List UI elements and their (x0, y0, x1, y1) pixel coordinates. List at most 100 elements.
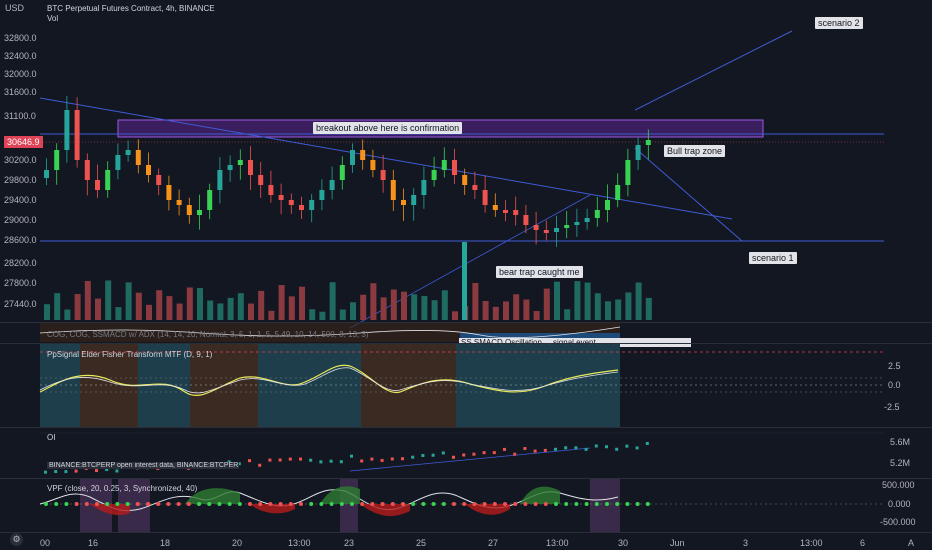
candle-body (554, 228, 559, 232)
oi-title[interactable]: OI (47, 433, 56, 442)
breakout-note[interactable]: breakout above here is confirmation (313, 122, 463, 134)
vpf-dot (186, 502, 191, 506)
fisher-pane (39, 344, 884, 427)
price-axis-label: 27800.0 (4, 278, 37, 288)
candle-body (288, 200, 294, 205)
oi-bar (319, 460, 323, 464)
chart-title[interactable]: BTC Perpetual Futures Contract, 4h, BINA… (47, 4, 215, 13)
volume-bar (350, 302, 356, 320)
volume-label[interactable]: Vol (47, 14, 59, 23)
oi-bar (523, 447, 527, 451)
candle-body (146, 165, 151, 175)
volume-bar (401, 291, 407, 320)
vpf-dot (401, 502, 405, 506)
price-axis-label: 31600.0 (4, 87, 37, 97)
candle-body (360, 150, 366, 160)
vpf-dot (584, 502, 589, 506)
candle-body (248, 160, 253, 175)
volume-bar (44, 304, 50, 320)
candle-body (350, 150, 355, 165)
candle-body (156, 175, 162, 185)
volume-bar (227, 297, 234, 320)
price-axis-label: 32000.0 (4, 69, 37, 79)
pane-separator[interactable] (0, 322, 932, 323)
vpf-axis-low: -500.000 (880, 517, 916, 527)
vpf-dot (329, 502, 334, 506)
candle-body (268, 185, 274, 195)
candle-body (513, 210, 519, 215)
fisher-title[interactable]: PpSignal Elder Fisher Transform MTF (D, … (47, 350, 213, 359)
volume-bar (615, 299, 622, 320)
pane-separator[interactable] (0, 478, 932, 479)
volume-bar (370, 283, 377, 320)
vpf-dot (288, 502, 293, 506)
oi-bar (299, 457, 302, 461)
volume-bar (156, 290, 163, 320)
oi-bar (543, 448, 547, 452)
oi-bar (472, 452, 476, 456)
vpf-title[interactable]: VPF (close, 20, 0.25, 3, Synchronized, 4… (47, 484, 198, 493)
vpf-dot (594, 502, 599, 506)
pane-separator[interactable] (0, 427, 932, 428)
settings-gear-icon[interactable]: ⚙ (10, 533, 23, 546)
volume-bar (176, 303, 183, 320)
candle-body (207, 190, 213, 210)
price-axis-label: 30200.0 (4, 155, 37, 165)
time-axis-label: 16 (88, 538, 99, 548)
oi-bar (411, 455, 415, 459)
candlesticks (44, 96, 651, 247)
candle-body (370, 160, 376, 170)
volume-bar (625, 292, 632, 320)
candle-body (452, 160, 457, 175)
bear-trap-note[interactable]: bear trap caught me (496, 266, 583, 278)
oi-bar (615, 447, 619, 451)
oi-bar (605, 445, 608, 449)
oi-bar (237, 462, 241, 466)
vpf-dot (258, 502, 263, 506)
candle-body (564, 225, 570, 228)
vpf-dot (554, 502, 558, 506)
candle-body (625, 160, 631, 185)
volume-bar (84, 280, 91, 320)
scenario2-note[interactable]: scenario 2 (815, 17, 863, 29)
bull-trap-note[interactable]: Bull trap zone (664, 145, 726, 157)
cog-title[interactable]: COG, COG, SSMACD w/ ADX (14, 14, 20, Nor… (47, 330, 369, 339)
volume-bar (339, 309, 346, 320)
candle-body (390, 180, 396, 200)
vpf-dot (360, 502, 365, 506)
cog-overlay-label: SS SMACD Oscillation ... signal event (459, 338, 691, 347)
volume-bar (74, 294, 81, 320)
price-axis-label: 32400.0 (4, 51, 37, 61)
candle-body (227, 165, 233, 170)
volume-bar (482, 300, 489, 320)
oi-bar (309, 458, 313, 462)
candle-body (503, 210, 508, 213)
candle-body (125, 150, 131, 155)
oi-bar (513, 452, 517, 456)
vpf-dot (615, 502, 620, 506)
candle-body (523, 215, 529, 225)
vpf-dot (156, 502, 161, 506)
candle-body (64, 110, 70, 150)
oi-bar (360, 459, 364, 463)
oi-bar (390, 457, 394, 461)
volume-bar (533, 311, 540, 320)
oi-bar (278, 458, 282, 462)
volume-bar (605, 301, 611, 320)
vpf-dot (268, 502, 273, 506)
time-axis-label: 18 (160, 538, 171, 548)
candle-body (135, 150, 141, 165)
price-axis-label: 28200.0 (4, 258, 37, 268)
vpf-dot (441, 502, 446, 506)
candle-body (605, 200, 610, 210)
candle-body (319, 190, 325, 200)
scenario1-line (634, 147, 743, 242)
volume-bar (166, 296, 173, 320)
scenario1-note[interactable]: scenario 1 (749, 252, 797, 264)
pane-separator[interactable] (0, 343, 932, 344)
vpf-dot (533, 502, 538, 506)
candle-body (441, 160, 447, 170)
oi-bar (574, 446, 578, 450)
candle-body (401, 200, 406, 205)
timezone-button[interactable]: A (908, 538, 915, 548)
